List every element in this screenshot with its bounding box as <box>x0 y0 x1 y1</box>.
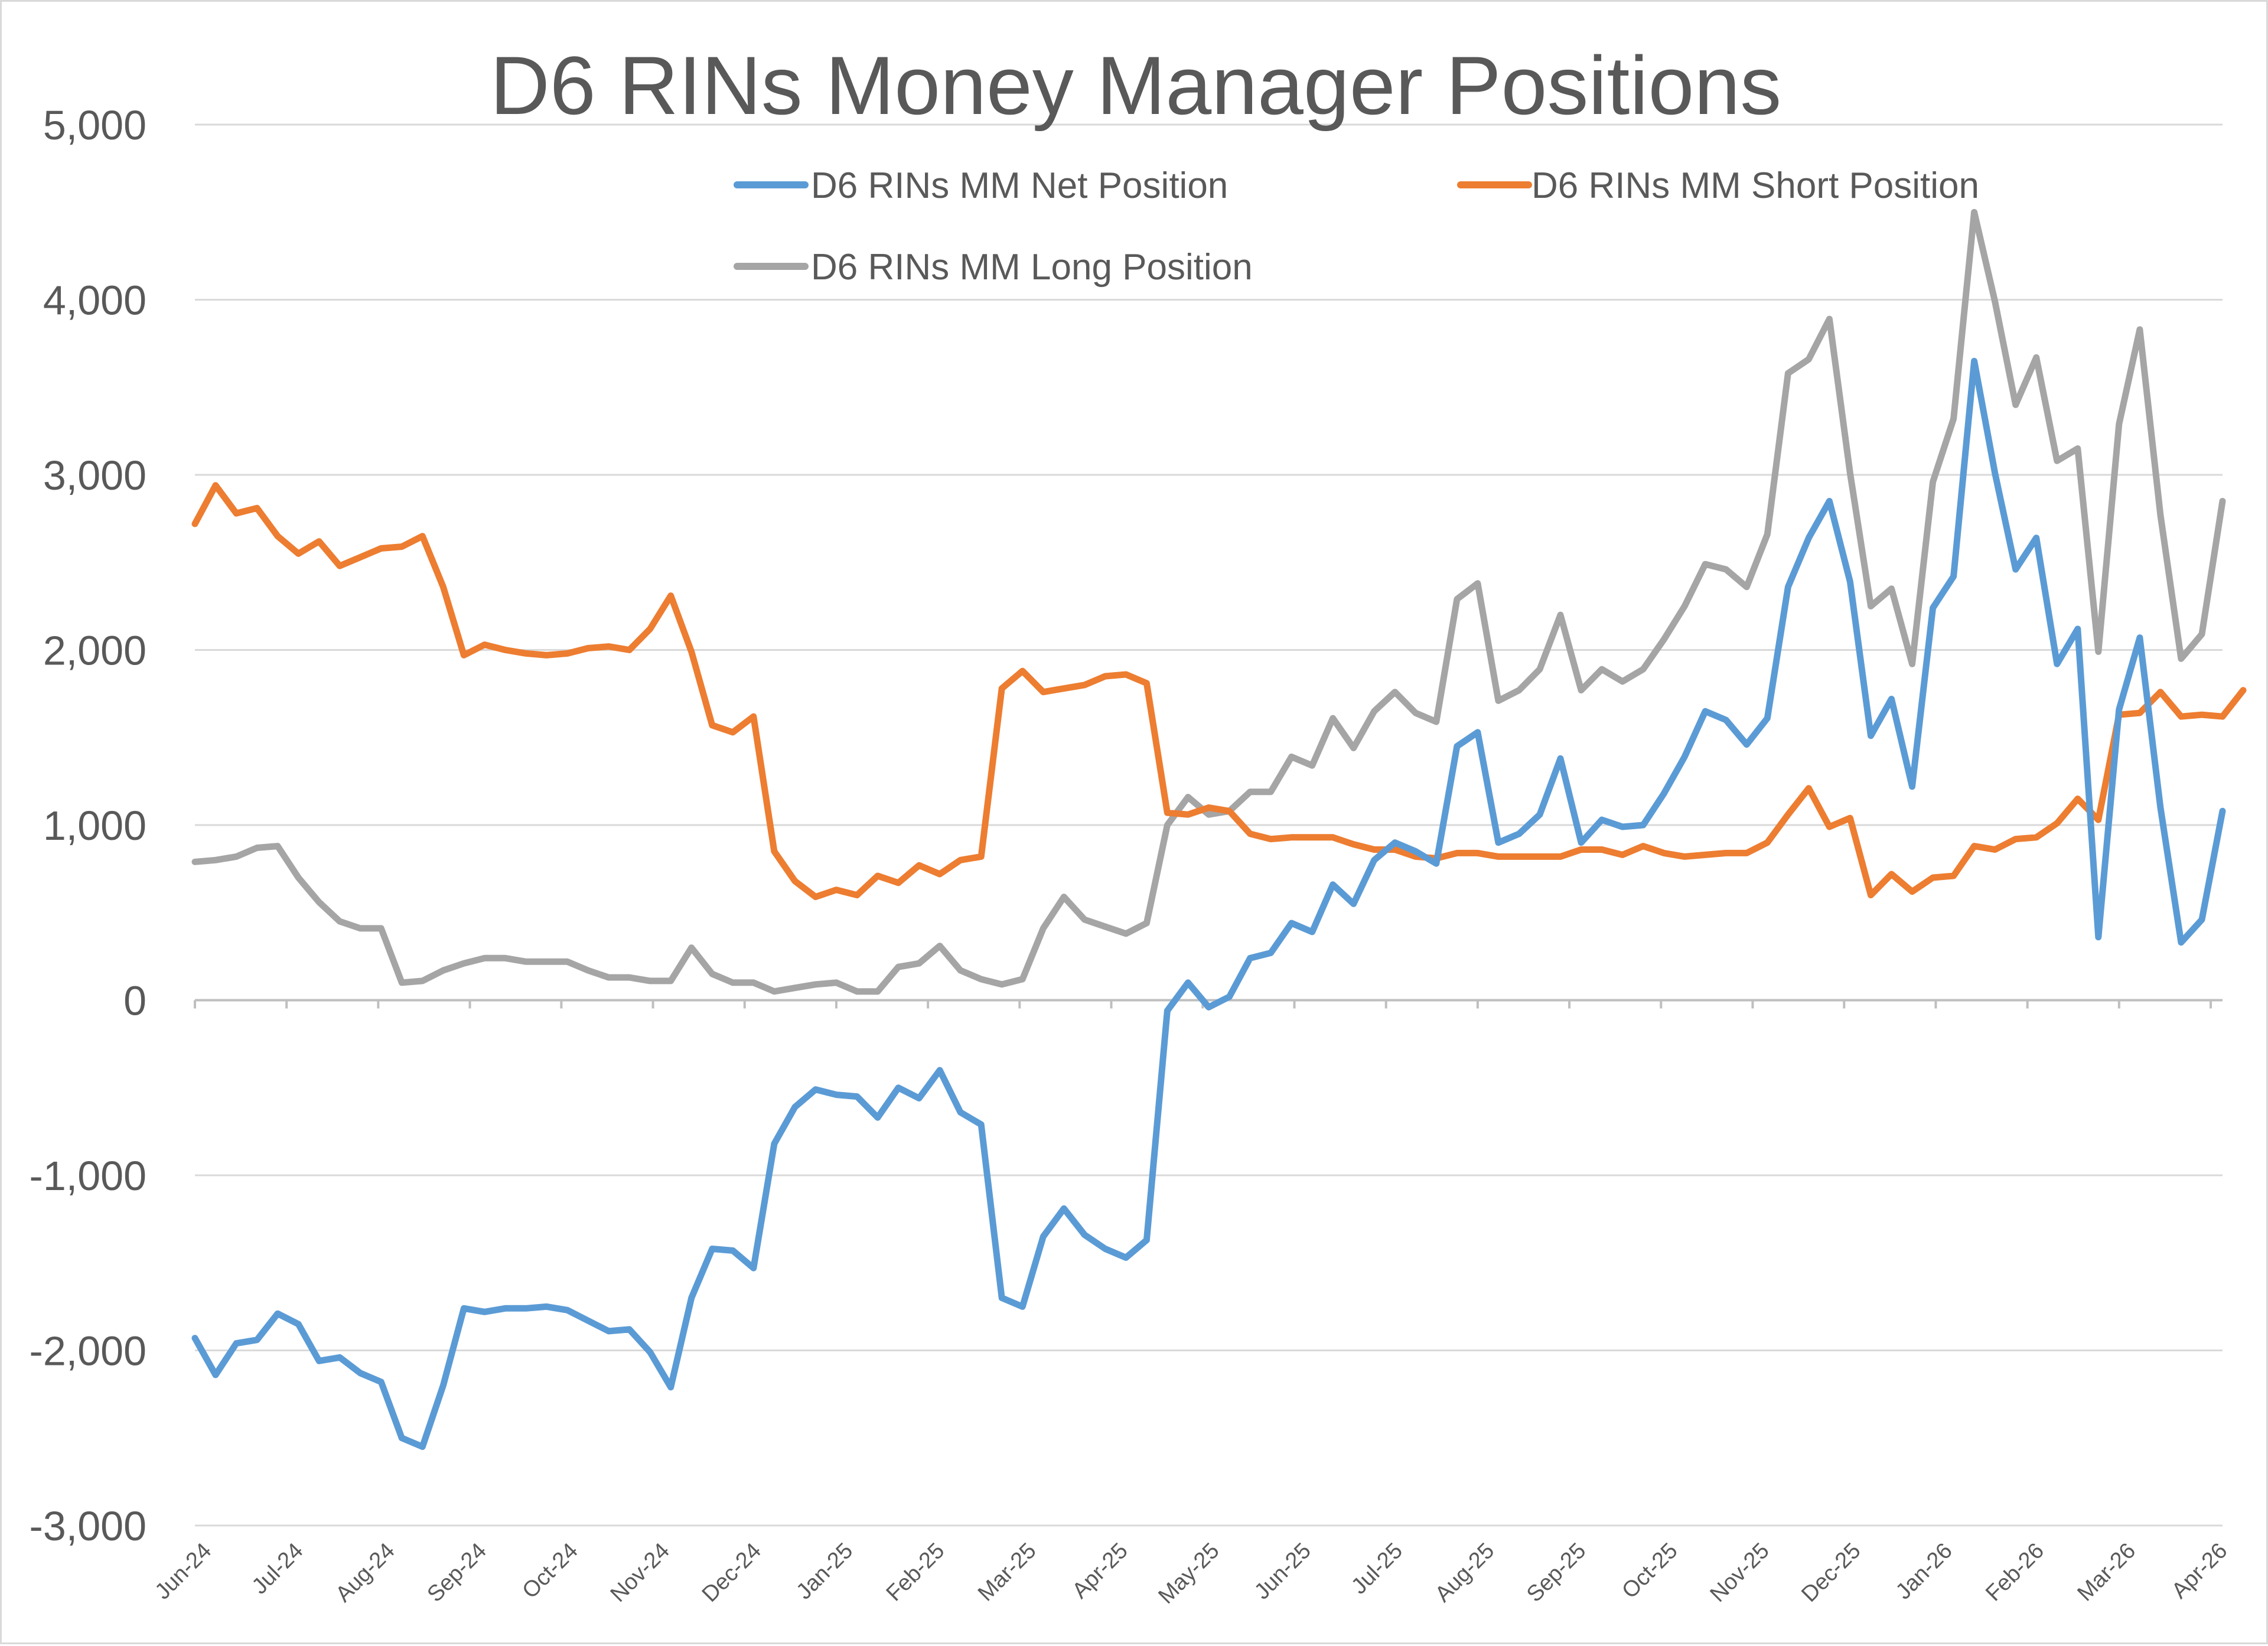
x-tick-label: Oct-25 <box>1617 1539 1682 1603</box>
legend-label-long: D6 RINs MM Long Position <box>811 247 1253 288</box>
y-tick-label: 3,000 <box>43 452 146 498</box>
series-long-line <box>191 208 2226 995</box>
y-tick-label: 2,000 <box>43 628 146 674</box>
x-tick-label: May-25 <box>1153 1539 1224 1609</box>
y-tick-label: 5,000 <box>43 102 146 148</box>
x-tick-label: Mar-25 <box>973 1539 1041 1606</box>
x-axis-ticks: Jun-24 Jul-24 Aug-24 Sep-24 Oct-24 Nov-24 Dec-… <box>150 1539 2232 1609</box>
x-tick-label: Mar-26 <box>2073 1539 2140 1606</box>
x-tick-label: Apr-25 <box>1068 1539 1133 1603</box>
gridlines <box>195 123 2223 1527</box>
legend-label-short: D6 RINs MM Short Position <box>1531 165 1979 206</box>
x-tick-label: Nov-24 <box>606 1539 674 1607</box>
x-tick-label: Feb-26 <box>1981 1539 2049 1606</box>
y-tick-label: 1,000 <box>43 803 146 849</box>
legend-item-long: D6 RINs MM Long Position <box>734 247 1253 288</box>
x-tick-label: Feb-25 <box>882 1539 950 1606</box>
x-tick-label: Sep-25 <box>1522 1539 1591 1607</box>
legend-item-net: D6 RINs MM Net Position <box>734 165 1228 206</box>
x-tick-label: Jun-25 <box>1250 1539 1316 1605</box>
chart-title: D6 RINs Money Manager Positions <box>490 39 1781 132</box>
x-tick-label: Nov-25 <box>1705 1539 1774 1607</box>
x-tick-label: Jul-24 <box>247 1539 308 1599</box>
x-tick-label: Jul-25 <box>1347 1539 1407 1599</box>
x-tick-label: Dec-25 <box>1797 1539 1865 1607</box>
legend-label-net: D6 RINs MM Net Position <box>811 165 1228 206</box>
x-tick-label: Jan-25 <box>791 1539 858 1605</box>
x-tick-label: Dec-24 <box>698 1539 766 1607</box>
series-net-line <box>191 357 2226 1451</box>
legend: D6 RINs MM Net Position D6 RINs MM Short… <box>734 165 1979 288</box>
x-tick-label: Aug-25 <box>1430 1539 1499 1607</box>
x-tick-label: Jun-24 <box>150 1539 216 1605</box>
x-tick-label: Jan-26 <box>1891 1539 1957 1605</box>
series-short-line <box>191 482 2247 901</box>
x-tick-label: Apr-26 <box>2167 1539 2232 1603</box>
legend-item-short: D6 RINs MM Short Position <box>1457 165 1979 206</box>
y-tick-label: 0 <box>123 978 146 1024</box>
x-tick-label: Oct-24 <box>517 1539 582 1603</box>
y-tick-label: -3,000 <box>30 1503 146 1549</box>
y-axis-ticks: 5,000 4,000 3,000 2,000 1,000 0 -1,000 -2,000 -3… <box>30 102 146 1549</box>
y-tick-label: 4,000 <box>43 278 146 324</box>
y-tick-label: -1,000 <box>30 1153 146 1199</box>
y-tick-label: -2,000 <box>30 1328 146 1374</box>
x-tick-label: Sep-24 <box>423 1539 491 1607</box>
x-tick-label: Aug-24 <box>331 1539 399 1607</box>
x-axis <box>194 999 2223 1009</box>
series-lines <box>191 208 2247 1451</box>
